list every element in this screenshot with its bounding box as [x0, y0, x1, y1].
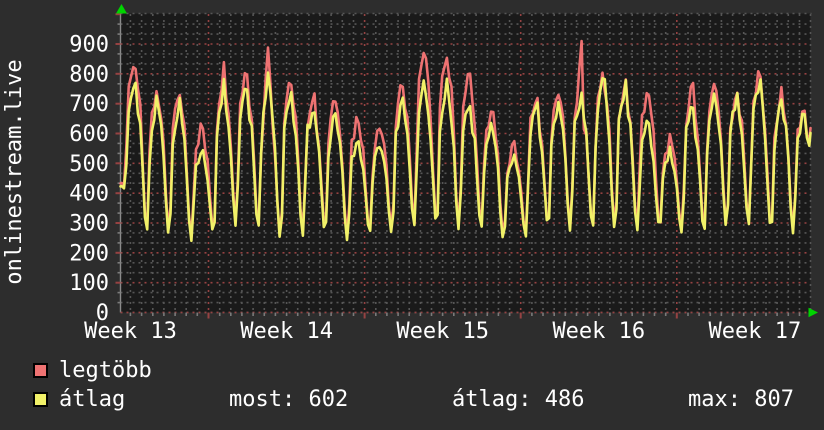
- series-line-atlag: [119, 71, 812, 243]
- y-tick-label: 500: [69, 152, 109, 177]
- y-tick-label: 800: [69, 62, 109, 87]
- x-axis-arrow-icon: [808, 307, 818, 318]
- y-tick-label: 100: [69, 271, 109, 296]
- stat-max: max: 807: [688, 387, 794, 412]
- y-tick-label: 700: [69, 92, 109, 117]
- legend-label-legtobb: legtöbb: [59, 358, 152, 383]
- y-axis-arrow-icon: [116, 4, 127, 14]
- y-tick-label: 600: [69, 122, 109, 147]
- y-tick-label: 300: [69, 212, 109, 237]
- x-week-label: Week 14: [240, 319, 333, 344]
- x-week-label: Week 17: [709, 319, 802, 344]
- stat-most: most: 602: [229, 387, 349, 412]
- legend-label-atlag: átlag: [59, 387, 126, 412]
- y-tick-label: 400: [69, 182, 109, 207]
- legend-swatch-legtobb: [33, 363, 48, 378]
- x-week-label: Week 15: [396, 319, 489, 344]
- x-week-label: Week 16: [552, 319, 645, 344]
- legend-swatch-atlag: [33, 392, 48, 407]
- y-tick-label: 0: [96, 301, 109, 326]
- x-week-label: Week 13: [84, 319, 177, 344]
- y-tick-label: 900: [69, 33, 109, 58]
- y-tick-label: 200: [69, 241, 109, 266]
- stat-atlag: átlag: 486: [452, 387, 585, 412]
